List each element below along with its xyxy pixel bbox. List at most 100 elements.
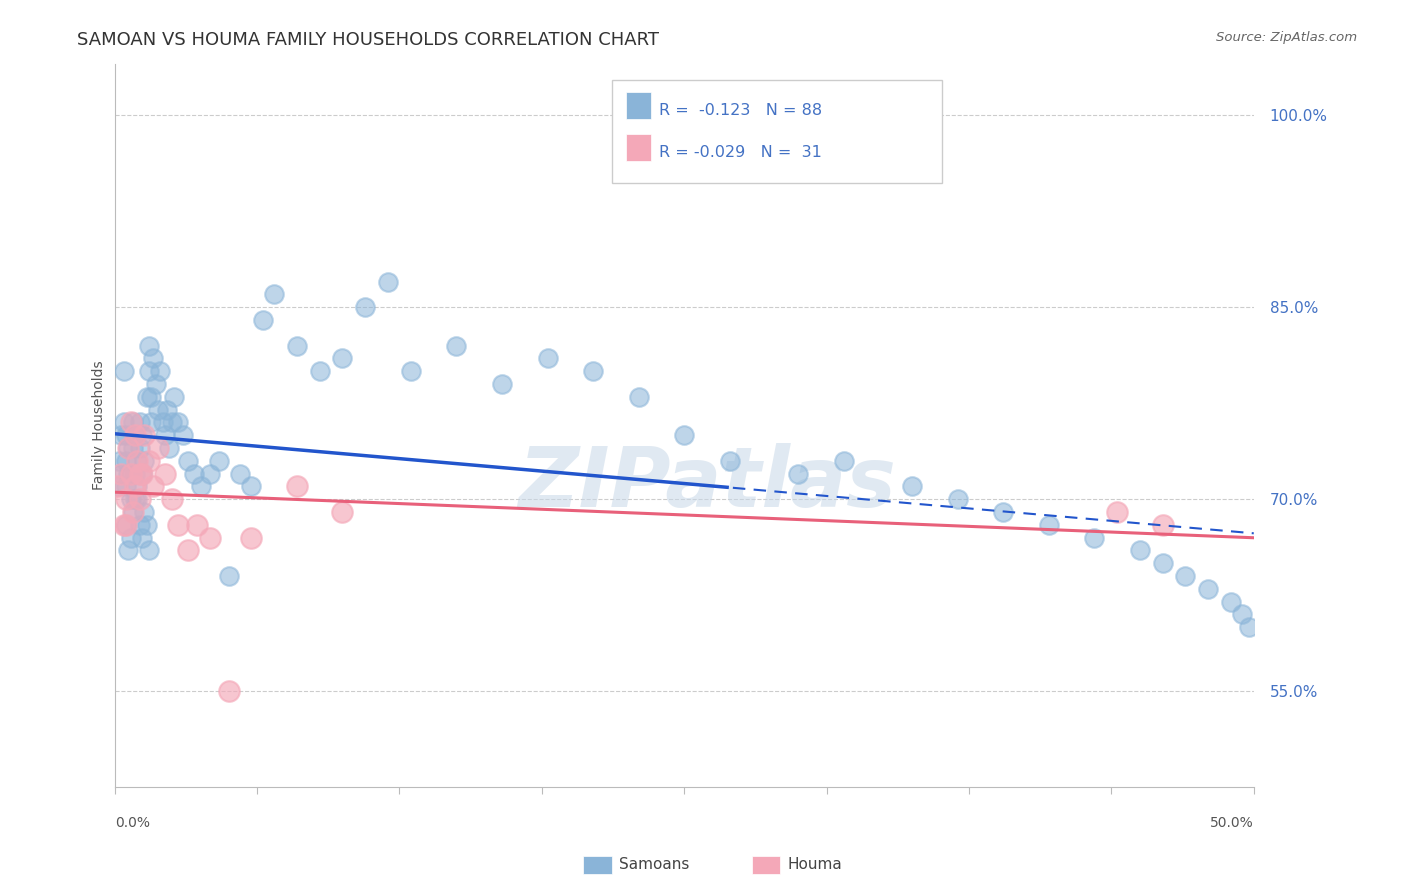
Point	[332, 351, 354, 366]
Point	[157, 441, 180, 455]
Point	[1152, 517, 1174, 532]
Point	[127, 492, 149, 507]
Point	[115, 517, 138, 532]
Point	[377, 275, 399, 289]
Point	[115, 492, 138, 507]
Point	[156, 402, 179, 417]
Point	[218, 684, 240, 698]
Point	[1232, 607, 1254, 622]
Point	[110, 467, 132, 481]
Point	[117, 441, 139, 455]
Point	[138, 338, 160, 352]
Point	[146, 441, 169, 455]
Point	[901, 479, 924, 493]
Point	[718, 454, 741, 468]
Point	[536, 351, 558, 366]
Point	[200, 467, 222, 481]
Point	[240, 531, 263, 545]
Point	[112, 517, 135, 532]
Point	[832, 454, 855, 468]
Text: R =  -0.123   N = 88: R = -0.123 N = 88	[659, 103, 823, 118]
Point	[117, 441, 139, 455]
Point	[122, 416, 145, 430]
Text: ZIPatlas: ZIPatlas	[517, 443, 896, 524]
Point	[399, 364, 422, 378]
Text: R = -0.029   N =  31: R = -0.029 N = 31	[659, 145, 823, 160]
Point	[124, 428, 146, 442]
Point	[128, 467, 150, 481]
Point	[124, 479, 146, 493]
Point	[138, 454, 160, 468]
Text: Source: ZipAtlas.com: Source: ZipAtlas.com	[1216, 31, 1357, 45]
Point	[149, 364, 172, 378]
Point	[167, 517, 190, 532]
Point	[128, 492, 150, 507]
Point	[127, 454, 149, 468]
Point	[112, 364, 135, 378]
Point	[285, 479, 308, 493]
Text: 50.0%: 50.0%	[1211, 816, 1254, 830]
Point	[1038, 517, 1060, 532]
Point	[285, 338, 308, 352]
Point	[263, 287, 285, 301]
Point	[115, 517, 138, 532]
Point	[160, 416, 183, 430]
Point	[135, 517, 157, 532]
Point	[946, 492, 969, 507]
Point	[131, 467, 153, 481]
Point	[252, 313, 274, 327]
Point	[124, 467, 146, 481]
Point	[163, 390, 186, 404]
Point	[134, 428, 156, 442]
Point	[108, 454, 131, 468]
Point	[1152, 556, 1174, 570]
Point	[105, 479, 128, 493]
Point	[160, 492, 183, 507]
Text: SAMOAN VS HOUMA FAMILY HOUSEHOLDS CORRELATION CHART: SAMOAN VS HOUMA FAMILY HOUSEHOLDS CORREL…	[77, 31, 659, 49]
Point	[172, 428, 194, 442]
Point	[1220, 594, 1243, 608]
Point	[131, 467, 153, 481]
Point	[127, 454, 149, 468]
Point	[332, 505, 354, 519]
Point	[117, 467, 139, 481]
Point	[145, 377, 167, 392]
Point	[142, 479, 165, 493]
Point	[120, 416, 142, 430]
Y-axis label: Family Households: Family Households	[93, 360, 107, 491]
Text: 0.0%: 0.0%	[115, 816, 149, 830]
Point	[673, 428, 696, 442]
Point	[120, 467, 142, 481]
Point	[120, 492, 142, 507]
Point	[491, 377, 513, 392]
Point	[190, 479, 212, 493]
Point	[122, 505, 145, 519]
Point	[1105, 505, 1128, 519]
Point	[153, 428, 176, 442]
Point	[115, 454, 138, 468]
Point	[122, 505, 145, 519]
Point	[124, 428, 146, 442]
Point	[176, 543, 198, 558]
Point	[229, 467, 252, 481]
Point	[240, 479, 263, 493]
Point	[135, 390, 157, 404]
Text: Samoans: Samoans	[619, 857, 689, 871]
Point	[128, 517, 150, 532]
Point	[152, 416, 174, 430]
Point	[146, 402, 169, 417]
Point	[122, 441, 145, 455]
Point	[112, 416, 135, 430]
Text: Houma: Houma	[787, 857, 842, 871]
Point	[110, 467, 132, 481]
Point	[308, 364, 330, 378]
Point	[127, 479, 149, 493]
Point	[105, 479, 128, 493]
Point	[186, 517, 208, 532]
Point	[1083, 531, 1105, 545]
Point	[167, 416, 190, 430]
Point	[120, 467, 142, 481]
Point	[354, 300, 377, 314]
Point	[124, 492, 146, 507]
Point	[117, 543, 139, 558]
